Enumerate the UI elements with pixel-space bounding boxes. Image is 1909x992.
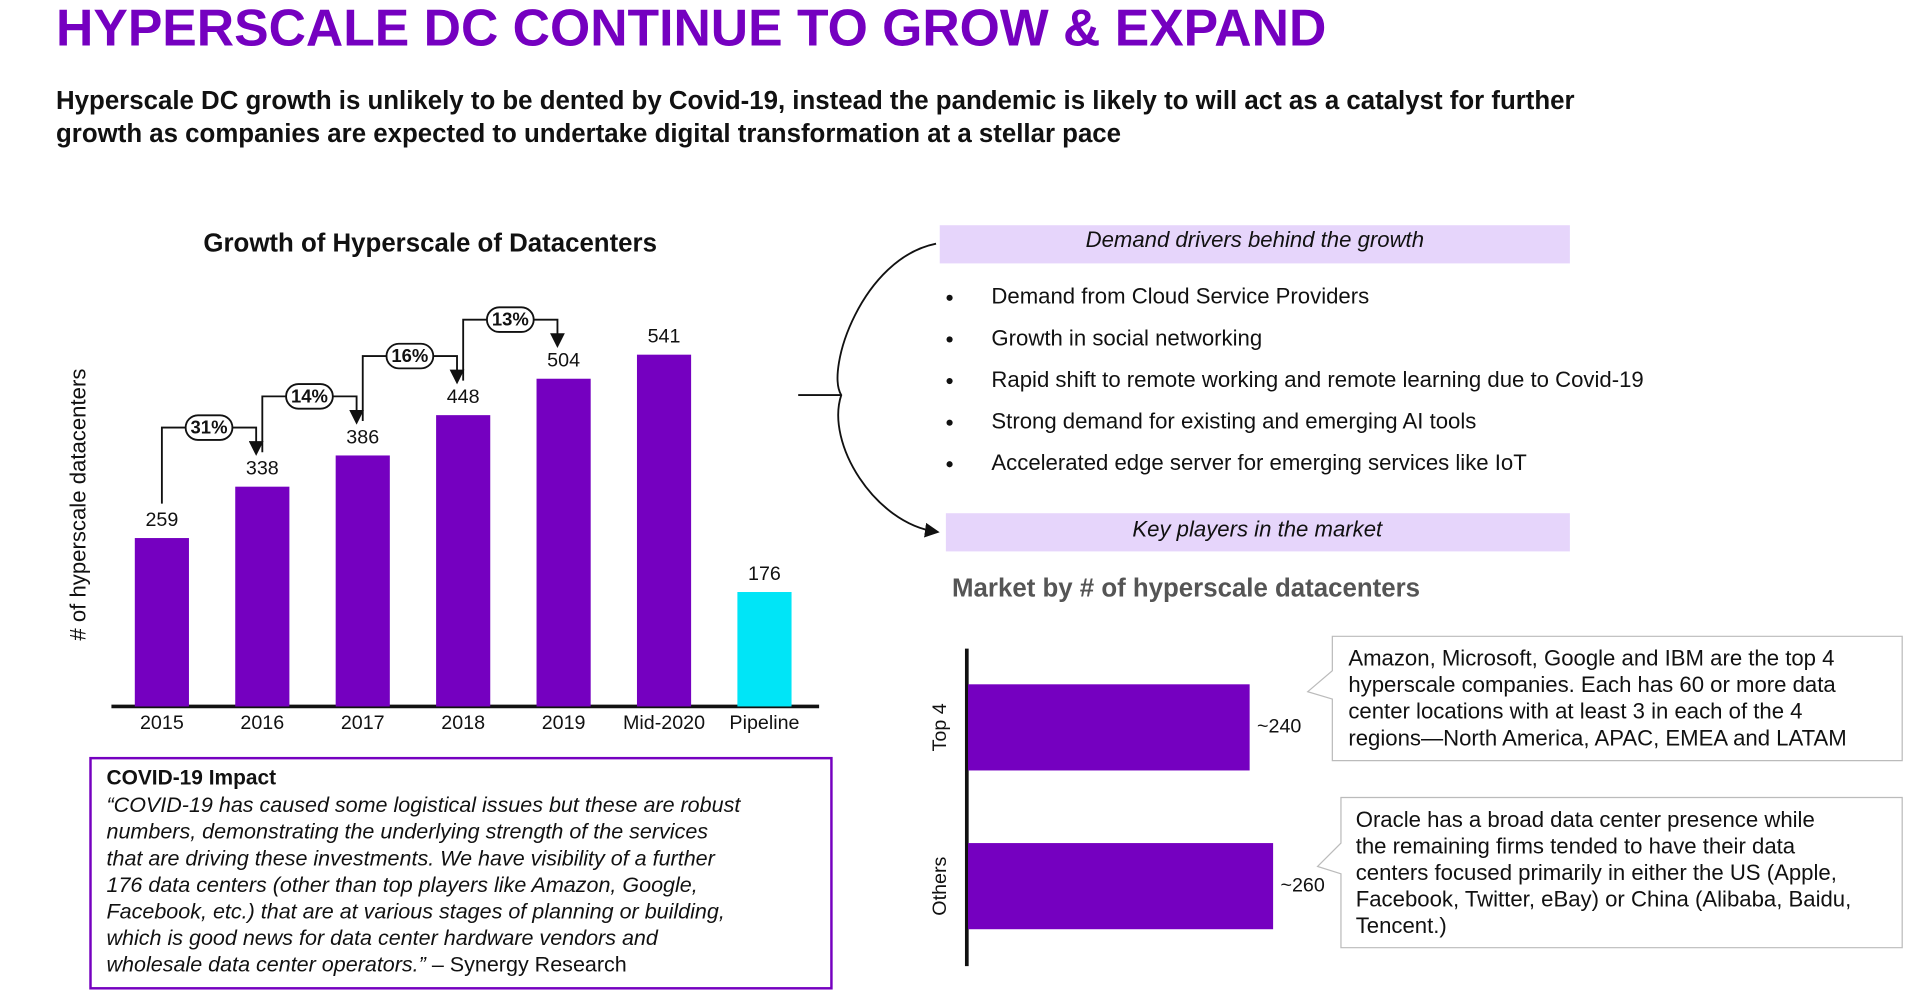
x-tick-label: Mid-2020 — [623, 712, 705, 734]
drivers-header: Demand drivers behind the growth — [1086, 227, 1424, 252]
driver-item: Rapid shift to remote working and remote… — [991, 367, 1643, 392]
callout-text: Amazon, Microsoft, Google and IBM are th… — [1348, 646, 1834, 671]
value-label: 176 — [748, 563, 781, 585]
bar — [636, 354, 692, 707]
x-tick-label: 2015 — [140, 712, 184, 734]
subtitle: Hyperscale DC growth is unlikely to be d… — [56, 87, 1575, 115]
value-label: 448 — [447, 386, 480, 408]
driver-item: Strong demand for existing and emerging … — [991, 408, 1476, 433]
quote-text: “COVID-19 has caused some logistical iss… — [107, 793, 742, 817]
bullet — [946, 294, 953, 301]
value-label: 338 — [246, 458, 279, 480]
callout-text: regions—North America, APAC, EMEA and LA… — [1348, 725, 1846, 750]
callout-text: center locations with at least 3 in each… — [1348, 699, 1802, 724]
quote-line: that are driving these investments. We h… — [107, 846, 716, 870]
growth-label: 16% — [391, 345, 428, 366]
bar — [235, 486, 290, 707]
value-label: ~260 — [1280, 874, 1324, 896]
quote-source: – Synergy Research — [432, 952, 627, 976]
driver-item: Growth in social networking — [991, 325, 1262, 350]
quote-line: numbers, demonstrating the underlying st… — [107, 819, 709, 843]
value-label: 386 — [346, 426, 379, 448]
bar — [968, 684, 1250, 771]
growth-bubble — [285, 383, 334, 410]
growth-label: 31% — [191, 417, 228, 438]
callout-text: Facebook, Twitter, eBay) or China (Aliba… — [1356, 887, 1852, 912]
y-tick-label: Others — [929, 856, 951, 915]
bullet — [946, 419, 953, 426]
growth-bubble — [184, 414, 234, 441]
quote-text: that are driving these investments. We h… — [107, 846, 716, 870]
growth-bubble — [385, 342, 435, 370]
bar — [968, 843, 1274, 930]
bar — [335, 455, 390, 707]
driver-item: Demand from Cloud Service Providers — [991, 284, 1369, 309]
bullet — [946, 461, 953, 468]
value-label: 541 — [648, 326, 681, 348]
x-tick-label: Pipeline — [729, 712, 799, 734]
quote-text: Facebook, etc.) that are at various stag… — [107, 899, 725, 923]
bullet — [946, 336, 953, 343]
slide-title: HYPERSCALE DC CONTINUE TO GROW & EXPAND — [56, 0, 1326, 57]
x-tick-label: 2017 — [341, 712, 385, 734]
quote-title: COVID-19 Impact — [107, 767, 277, 790]
bar — [536, 378, 591, 707]
y-axis-label: # of hyperscale datacenters — [65, 369, 90, 641]
growth-bubble — [486, 306, 535, 333]
x-tick-label: 2019 — [542, 712, 586, 734]
quote-text: numbers, demonstrating the underlying st… — [107, 819, 709, 843]
x-tick-label: 2016 — [240, 712, 284, 734]
callout-text: hyperscale companies. Each has 60 or mor… — [1348, 672, 1836, 697]
header-box — [939, 225, 1570, 264]
subtitle: growth as companies are expected to unde… — [56, 120, 1121, 148]
bullet — [946, 377, 953, 385]
chart-title: Market by # of hyperscale datacenters — [952, 574, 1420, 602]
growth-label: 13% — [492, 309, 529, 330]
growth-label: 14% — [291, 385, 328, 406]
callout-text: the remaining firms tended to have their… — [1356, 833, 1796, 858]
value-label: ~240 — [1257, 716, 1301, 738]
callout-text: Tencent.) — [1356, 913, 1447, 938]
callout-text: centers focused primarily in either the … — [1356, 860, 1837, 885]
value-label: 259 — [145, 509, 178, 531]
y-tick-label: Top 4 — [929, 703, 951, 751]
bar — [134, 538, 189, 707]
callout-box — [1306, 635, 1903, 762]
quote-box — [89, 756, 833, 990]
x-tick-label: 2018 — [441, 712, 485, 734]
connector — [836, 242, 940, 538]
bar — [737, 592, 792, 707]
header-box — [945, 513, 1570, 552]
arrowhead — [862, 244, 933, 290]
callout-text: Oracle has a broad data center presence … — [1356, 807, 1815, 832]
quote-text: 176 data centers (other than top players… — [107, 873, 698, 897]
value-label: 504 — [547, 350, 580, 372]
quote-line: 176 data centers (other than top players… — [107, 873, 698, 897]
callout-box — [1316, 796, 1903, 949]
driver-item: Accelerated edge server for emerging ser… — [991, 450, 1527, 475]
quote-text: wholesale data center operators.” — [107, 952, 427, 976]
quote-line: Facebook, etc.) that are at various stag… — [107, 899, 725, 923]
quote-line: wholesale data center operators.” – Syne… — [107, 952, 627, 976]
players-header: Key players in the market — [1132, 516, 1383, 541]
chart-title: Growth of Hyperscale of Datacenters — [203, 230, 657, 258]
quote-line: which is good news for data center hardw… — [107, 926, 659, 950]
quote-text: which is good news for data center hardw… — [107, 926, 659, 950]
quote-line: “COVID-19 has caused some logistical iss… — [107, 793, 742, 817]
bar — [436, 415, 491, 707]
